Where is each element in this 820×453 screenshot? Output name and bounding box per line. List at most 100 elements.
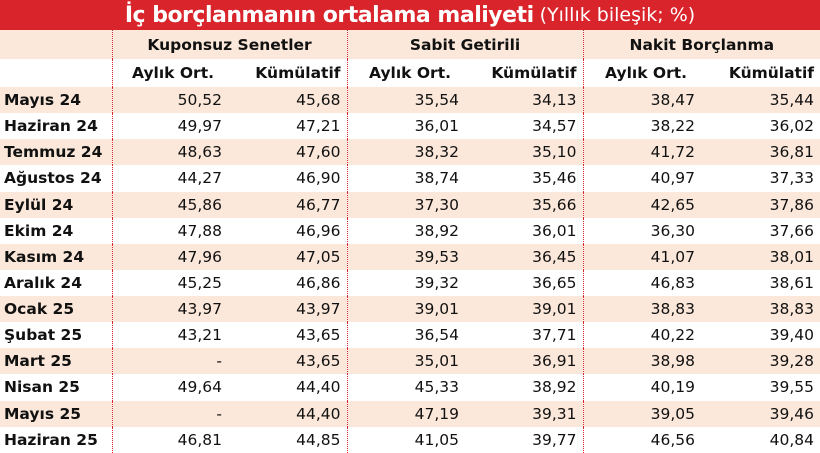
table-row: Haziran 24 49,97 47,21 36,01 34,57 38,22 36,02 (0, 113, 820, 140)
cumulative-value-cell: 37,86 (703, 191, 820, 218)
avg-value-cell: 36,01 (346, 113, 467, 140)
avg-value-cell: 45,33 (346, 374, 467, 401)
avg-value-cell: 38,47 (582, 87, 704, 114)
cumulative-value-cell: 36,81 (703, 139, 820, 166)
cumulative-value-cell: 44,85 (230, 426, 347, 453)
cumulative-value-cell: 39,46 (703, 400, 820, 427)
table-row: Mart 25-43,65 35,01 36,91 38,98 39,28 (0, 348, 820, 375)
table-row: Temmuz 24 48,63 47,60 38,32 35,10 41,72 36,81 (0, 139, 820, 166)
cost-table: Kuponsuz Senetler Sabit Getirili Nakit B… (0, 30, 820, 453)
month-cell: Aralık 24 (0, 269, 112, 296)
avg-value-cell: 46,56 (582, 426, 704, 453)
cumulative-value-cell: 46,77 (230, 191, 347, 218)
subheader-cumulative: Kümülatif (703, 59, 820, 87)
cumulative-value-cell: 38,83 (703, 296, 820, 323)
avg-value-cell: 40,22 (582, 322, 704, 349)
corner-cell-2 (0, 59, 112, 87)
month-cell: Haziran 24 (0, 113, 112, 140)
avg-value-cell: 41,72 (582, 139, 704, 166)
table-row: Ekim 24 47,88 46,96 38,92 36,01 36,30 37,66 (0, 217, 820, 244)
cumulative-value-cell: 43,97 (230, 296, 347, 323)
cumulative-value-cell: 37,33 (703, 165, 820, 192)
cumulative-value-cell: 39,77 (467, 426, 584, 453)
group-header-nakit: Nakit Borçlanma (582, 30, 820, 59)
month-cell: Şubat 25 (0, 322, 112, 349)
avg-value-cell: 35,01 (346, 348, 467, 375)
avg-value-cell: 38,74 (346, 165, 467, 192)
cumulative-value-cell: 35,66 (467, 191, 584, 218)
cumulative-value-cell: 46,90 (230, 165, 347, 192)
avg-value-cell: 44,27 (111, 165, 230, 192)
avg-value-cell: 43,97 (111, 296, 230, 323)
cumulative-value-cell: 45,68 (230, 87, 347, 114)
month-cell: Nisan 25 (0, 374, 112, 401)
avg-value-cell: - (111, 348, 230, 375)
table-body: Mayıs 24 50,52 45,68 35,54 34,13 38,47 35,44 Ha… (0, 87, 820, 453)
month-cell: Temmuz 24 (0, 139, 112, 166)
cumulative-value-cell: 47,05 (230, 243, 347, 270)
cumulative-value-cell: 47,60 (230, 139, 347, 166)
cumulative-value-cell: 37,66 (703, 217, 820, 244)
month-cell: Kasım 24 (0, 243, 112, 270)
subheader-cumulative: Kümülatif (230, 59, 347, 87)
avg-value-cell: 36,30 (582, 217, 704, 244)
month-cell: Mayıs 25 (0, 400, 112, 427)
avg-value-cell: 35,54 (346, 87, 467, 114)
avg-value-cell: 42,65 (582, 191, 704, 218)
table-row: Mayıs 25-44,40 47,19 39,31 39,05 39,46 (0, 400, 820, 427)
avg-value-cell: 39,01 (346, 296, 467, 323)
cumulative-value-cell: 38,92 (467, 374, 584, 401)
cumulative-value-cell: 35,10 (467, 139, 584, 166)
avg-value-cell: 43,21 (111, 322, 230, 349)
avg-value-cell: 49,64 (111, 374, 230, 401)
cumulative-value-cell: 39,40 (703, 322, 820, 349)
month-cell: Haziran 25 (0, 426, 112, 453)
title-sub: (Yıllık bileşik; %) (539, 4, 696, 26)
table-row: Şubat 25 43,21 43,65 36,54 37,71 40,22 39,40 (0, 322, 820, 349)
month-cell: Ağustos 24 (0, 165, 112, 192)
title-main: İç borçlanmanın ortalama maliyeti (124, 2, 534, 28)
subheader-cumulative: Kümülatif (467, 59, 584, 87)
avg-value-cell: 40,19 (582, 374, 704, 401)
table-row: Nisan 25 49,64 44,40 45,33 38,92 40,19 39,55 (0, 374, 820, 401)
subheader-avg: Aylık Ort. (346, 59, 467, 87)
table-row: Mayıs 24 50,52 45,68 35,54 34,13 38,47 35,44 (0, 87, 820, 114)
cumulative-value-cell: 36,45 (467, 243, 584, 270)
avg-value-cell: 39,05 (582, 400, 704, 427)
avg-value-cell: 38,98 (582, 348, 704, 375)
avg-value-cell: 38,32 (346, 139, 467, 166)
table-row: Kasım 24 47,96 47,05 39,53 36,45 41,07 38,01 (0, 243, 820, 270)
avg-value-cell: 50,52 (111, 87, 230, 114)
table-row: Haziran 25 46,81 44,85 41,05 39,77 46,56 40,84 (0, 426, 820, 453)
avg-value-cell: - (111, 400, 230, 427)
avg-value-cell: 46,81 (111, 426, 230, 453)
cumulative-value-cell: 39,01 (467, 296, 584, 323)
cumulative-value-cell: 36,91 (467, 348, 584, 375)
avg-value-cell: 47,19 (346, 400, 467, 427)
cumulative-value-cell: 34,13 (467, 87, 584, 114)
cumulative-value-cell: 44,40 (230, 400, 347, 427)
cumulative-value-cell: 44,40 (230, 374, 347, 401)
group-header-row: Kuponsuz Senetler Sabit Getirili Nakit B… (0, 30, 820, 59)
avg-value-cell: 47,96 (111, 243, 230, 270)
cumulative-value-cell: 40,84 (703, 426, 820, 453)
corner-cell (0, 30, 112, 59)
cumulative-value-cell: 35,44 (703, 87, 820, 114)
cumulative-value-cell: 47,21 (230, 113, 347, 140)
month-cell: Mart 25 (0, 348, 112, 375)
cumulative-value-cell: 39,31 (467, 400, 584, 427)
avg-value-cell: 41,05 (346, 426, 467, 453)
cumulative-value-cell: 36,01 (467, 217, 584, 244)
cumulative-value-cell: 43,65 (230, 322, 347, 349)
title-bar: İç borçlanmanın ortalama maliyeti (Yıllı… (0, 0, 820, 30)
avg-value-cell: 49,97 (111, 113, 230, 140)
avg-value-cell: 41,07 (582, 243, 704, 270)
cumulative-value-cell: 46,96 (230, 217, 347, 244)
month-cell: Ekim 24 (0, 217, 112, 244)
month-cell: Mayıs 24 (0, 87, 112, 114)
avg-value-cell: 47,88 (111, 217, 230, 244)
avg-value-cell: 38,92 (346, 217, 467, 244)
subheader-avg: Aylık Ort. (582, 59, 704, 87)
cumulative-value-cell: 37,71 (467, 322, 584, 349)
